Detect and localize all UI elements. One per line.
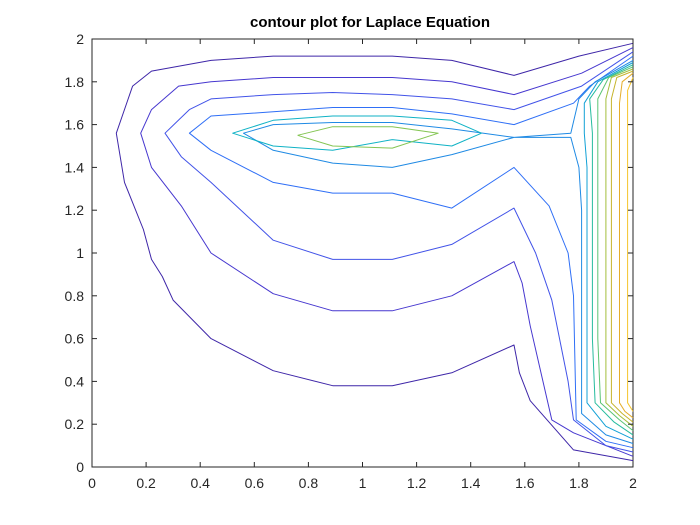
y-tick-label: 0: [76, 459, 84, 475]
y-tick-label: 0.6: [65, 331, 85, 347]
x-tick-label: 1: [359, 475, 367, 491]
chart-title: contour plot for Laplace Equation: [250, 14, 490, 31]
x-tick-label: 1.4: [461, 475, 481, 491]
contour-line-level-11: [605, 68, 634, 427]
x-tick-label: 0.2: [136, 475, 156, 491]
contour-line-level-14: [627, 77, 634, 412]
contour-line-level-2: [140, 47, 634, 457]
contour-line-level-4: [188, 55, 634, 449]
contour-line-level-10: [297, 126, 439, 149]
y-tick-label: 1: [76, 245, 84, 261]
x-tick-label: 0.4: [190, 475, 210, 491]
contour-lines: [115, 42, 634, 462]
contour-line-level-9: [597, 66, 634, 431]
contour-line-level-5: [243, 59, 634, 444]
contour-line-level-13: [619, 72, 634, 419]
y-tick-label: 1.8: [65, 74, 85, 90]
x-tick-label: 0: [88, 475, 96, 491]
x-tick-label: 1.2: [407, 475, 427, 491]
contour-line-level-1: [115, 42, 634, 462]
x-tick-label: 1.6: [515, 475, 535, 491]
y-tick-label: 1.4: [65, 159, 85, 175]
contour-line-level-3: [164, 51, 634, 453]
x-tick-label: 0.6: [245, 475, 265, 491]
contour-line-level-8: [589, 64, 634, 436]
y-tick-label: 2: [76, 31, 84, 47]
y-tick-label: 1.6: [65, 117, 85, 133]
x-tick-label: 1.8: [569, 475, 589, 491]
contour-line-level-12: [610, 70, 634, 423]
x-axis-ticks: 0 0.2 0.4 0.6 0.8 1 1.2 1.4 1.6 1.8 2: [88, 39, 637, 491]
x-tick-label: 2: [629, 475, 637, 491]
axes-box: [91, 38, 634, 468]
y-tick-label: 0.4: [65, 373, 85, 389]
contour-line-level-6: [583, 62, 634, 440]
y-tick-label: 0.2: [65, 416, 85, 432]
plot-area: 0 0.2 0.4 0.6 0.8 1 1.2 1.4 1.6 1.8 2 0 0.2 0.4 0.6 0.…: [65, 31, 638, 491]
y-tick-label: 0.8: [65, 288, 85, 304]
y-tick-label: 1.2: [65, 202, 85, 218]
contour-line-level-7: [232, 115, 482, 151]
x-tick-label: 0.8: [299, 475, 319, 491]
y-axis-ticks: 0 0.2 0.4 0.6 0.8 1 1.2 1.4 1.6 1.8 2: [65, 31, 633, 475]
